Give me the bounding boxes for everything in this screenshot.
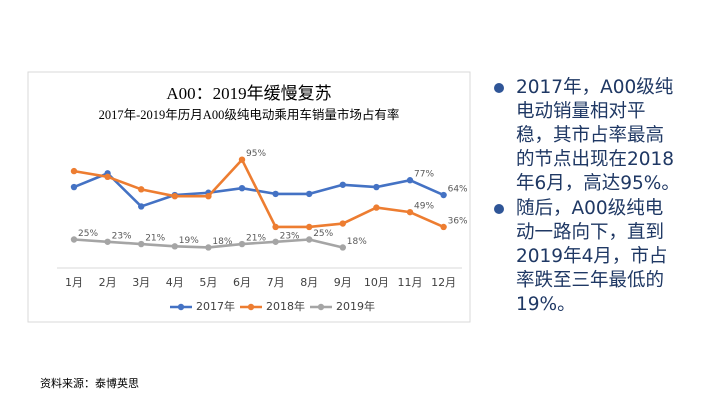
- point: [138, 203, 145, 210]
- legend-marker: [247, 303, 255, 311]
- data-label: 95%: [246, 149, 266, 159]
- bullet-text: 的节点出现在2018: [516, 149, 674, 170]
- data-label: 21%: [246, 234, 266, 244]
- data-label: 36%: [448, 216, 468, 226]
- bullet-dot: [494, 204, 504, 214]
- x-tick-label: 1月: [65, 276, 83, 289]
- bullet-text: 年6月，高达95%。: [516, 173, 680, 194]
- x-tick-label: 12月: [431, 276, 456, 289]
- point: [272, 238, 279, 245]
- point: [238, 240, 246, 248]
- point: [70, 183, 78, 191]
- point: [272, 190, 279, 198]
- point: [104, 173, 111, 180]
- point: [306, 223, 313, 231]
- bullet-text: 动一路向下，直到: [516, 222, 664, 243]
- source: 资料来源：泰博英思: [40, 376, 139, 390]
- point: [440, 223, 447, 231]
- point: [171, 192, 178, 200]
- point: [339, 181, 346, 188]
- point: [138, 240, 145, 248]
- series-line: [73, 158, 445, 229]
- data-label: 49%: [414, 202, 434, 212]
- data-label: 25%: [313, 229, 333, 239]
- chart-frame: [27, 71, 471, 323]
- data-label: 25%: [78, 229, 98, 239]
- legend-marker: [177, 303, 185, 311]
- point: [306, 236, 313, 243]
- point: [70, 167, 78, 175]
- legend-label: 2018年: [266, 299, 305, 313]
- point: [339, 220, 346, 227]
- data-label: 77%: [414, 170, 434, 180]
- point: [205, 192, 212, 200]
- x-tick-label: 4月: [166, 276, 184, 289]
- data-label: 19%: [179, 236, 199, 246]
- point: [373, 183, 380, 191]
- point: [406, 177, 414, 184]
- chart-subtitle: 2017年-2019年历月A00级纯电动乘用车销量市场占有率: [99, 107, 400, 122]
- point: [272, 223, 279, 231]
- point: [339, 244, 346, 251]
- legend-label: 2017年: [196, 299, 235, 313]
- point: [238, 156, 246, 163]
- bullet-text: 稳，其市占率最高: [516, 125, 664, 146]
- chart-title: A00：2019年缓慢复苏: [166, 83, 331, 103]
- legend-label: 2019年: [336, 299, 375, 313]
- bullet-text: 随后，A00级纯电: [516, 198, 663, 219]
- x-tick-label: 5月: [199, 276, 217, 289]
- data-label: 23%: [280, 231, 300, 241]
- point: [138, 186, 145, 193]
- x-tick-label: 7月: [267, 276, 285, 289]
- x-tick-label: 2月: [99, 276, 117, 289]
- bullet-text: 2017年，A00级纯: [516, 77, 673, 98]
- x-tick-label: 8月: [300, 276, 318, 289]
- x-tick-label: 10月: [364, 276, 389, 289]
- bullet-text: 电动销量相对平: [516, 101, 646, 122]
- bullet-dot: [494, 83, 504, 93]
- point: [440, 191, 447, 199]
- data-label: 23%: [112, 231, 132, 241]
- point: [205, 244, 212, 251]
- data-label: 18%: [212, 237, 232, 247]
- bullet-text: 率跌至三年最低的: [516, 270, 664, 291]
- bullet-text: 19%。: [516, 294, 576, 315]
- point: [171, 243, 178, 250]
- x-tick-label: 3月: [132, 276, 150, 289]
- point: [238, 185, 246, 192]
- x-tick-label: 6月: [233, 276, 251, 289]
- data-label: 64%: [448, 185, 468, 195]
- point: [306, 190, 313, 198]
- data-label: 18%: [347, 237, 367, 247]
- data-label: 21%: [145, 234, 165, 244]
- legend-marker: [317, 303, 325, 311]
- point: [406, 208, 414, 216]
- point: [373, 204, 380, 211]
- bullet-text: 2019年4月，市占: [516, 246, 667, 267]
- x-tick-label: 11月: [398, 276, 423, 289]
- point: [70, 236, 78, 243]
- point: [104, 238, 111, 245]
- x-tick-label: 9月: [334, 276, 352, 289]
